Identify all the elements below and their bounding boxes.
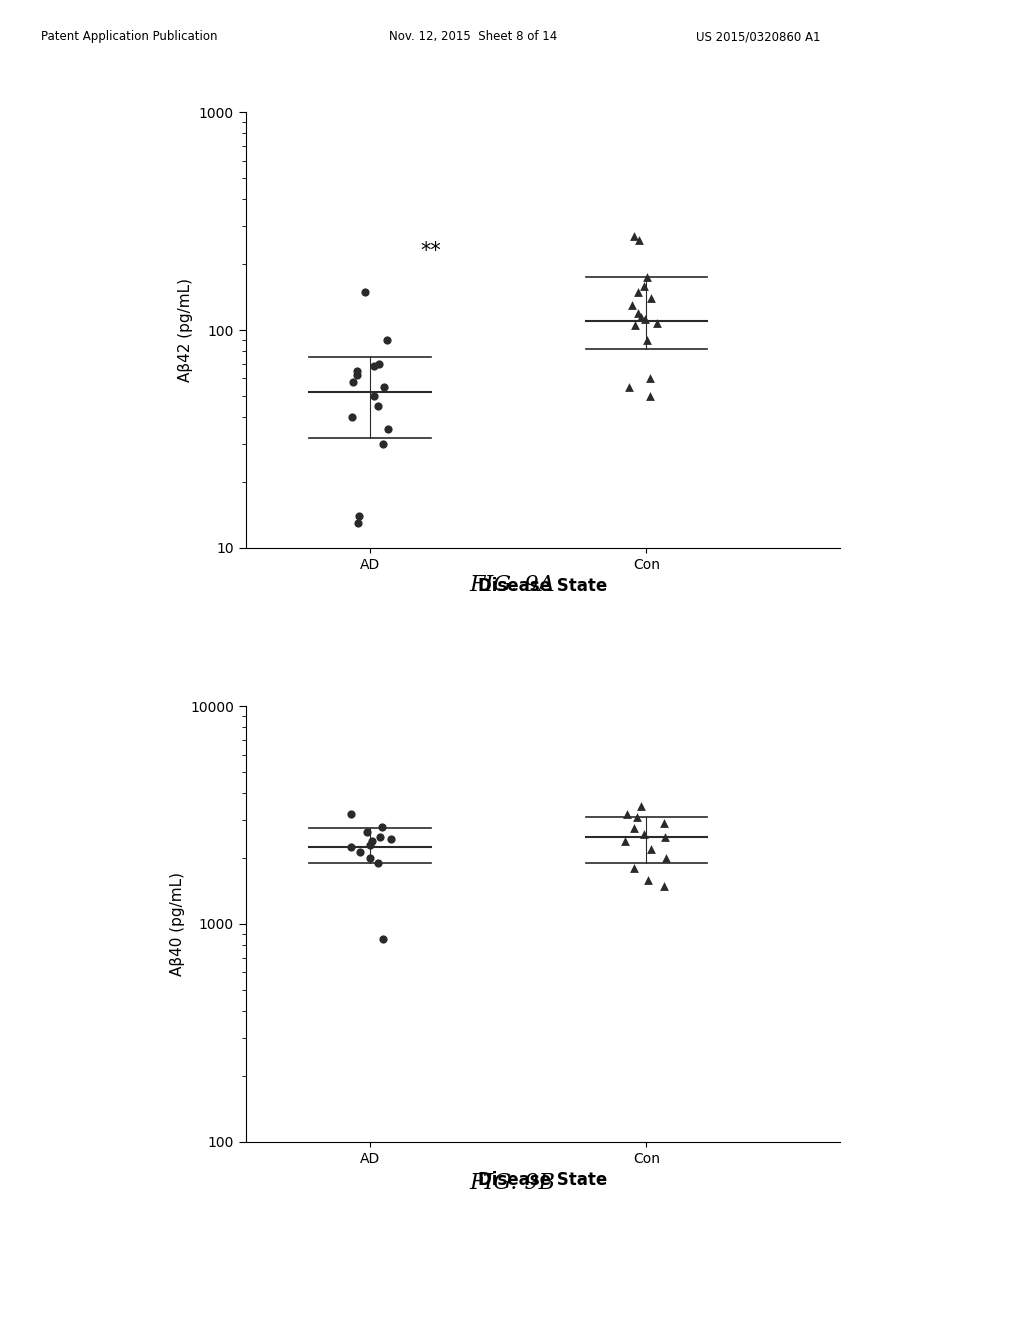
Point [351, 841, 368, 862]
Point [376, 376, 392, 397]
Point [370, 395, 386, 416]
Point [626, 818, 642, 840]
Point [380, 418, 396, 440]
Point [657, 826, 674, 847]
Text: US 2015/0320860 A1: US 2015/0320860 A1 [696, 30, 821, 44]
Point [642, 288, 658, 309]
Point [351, 506, 368, 527]
Text: Nov. 12, 2015  Sheet 8 of 14: Nov. 12, 2015 Sheet 8 of 14 [389, 30, 557, 44]
Point [345, 371, 361, 392]
Text: Patent Application Publication: Patent Application Publication [41, 30, 217, 44]
Point [383, 829, 399, 850]
Point [370, 853, 386, 874]
Point [658, 847, 675, 869]
Point [643, 840, 659, 861]
X-axis label: Disease State: Disease State [478, 1171, 607, 1189]
Y-axis label: Aβ42 (pg/mL): Aβ42 (pg/mL) [178, 279, 194, 381]
Point [349, 512, 366, 533]
Point [372, 826, 388, 847]
Point [364, 830, 380, 851]
Point [626, 226, 642, 247]
Point [359, 821, 376, 842]
Point [348, 364, 365, 385]
Point [374, 816, 390, 837]
X-axis label: Disease State: Disease State [478, 577, 607, 595]
Point [621, 376, 637, 397]
Point [379, 330, 395, 351]
Point [361, 834, 378, 855]
Point [633, 795, 649, 816]
Point [343, 804, 359, 825]
Point [640, 869, 656, 890]
Point [366, 356, 382, 378]
Point [357, 281, 374, 302]
Point [636, 824, 652, 845]
Point [637, 309, 653, 330]
Point [375, 433, 391, 454]
Point [361, 847, 378, 869]
Point [366, 385, 382, 407]
Point [348, 360, 365, 381]
Point [617, 830, 634, 851]
Point [633, 306, 649, 327]
Point [625, 294, 641, 315]
Text: FIG. 9B: FIG. 9B [469, 1172, 555, 1195]
Point [630, 281, 646, 302]
Point [629, 807, 645, 828]
Point [656, 813, 673, 834]
Point [630, 302, 646, 323]
Point [627, 315, 643, 337]
Point [642, 385, 658, 407]
Point [636, 275, 652, 296]
Point [631, 230, 647, 251]
Point [656, 875, 673, 896]
Text: **: ** [421, 242, 441, 261]
Y-axis label: Aβ40 (pg/mL): Aβ40 (pg/mL) [170, 873, 184, 975]
Point [639, 330, 655, 351]
Point [343, 837, 359, 858]
Point [376, 929, 392, 950]
Point [639, 267, 655, 288]
Point [642, 368, 658, 389]
Text: FIG. 9A: FIG. 9A [469, 574, 555, 597]
Point [649, 312, 666, 333]
Point [618, 804, 635, 825]
Point [371, 354, 387, 375]
Point [343, 407, 359, 428]
Point [627, 858, 643, 879]
